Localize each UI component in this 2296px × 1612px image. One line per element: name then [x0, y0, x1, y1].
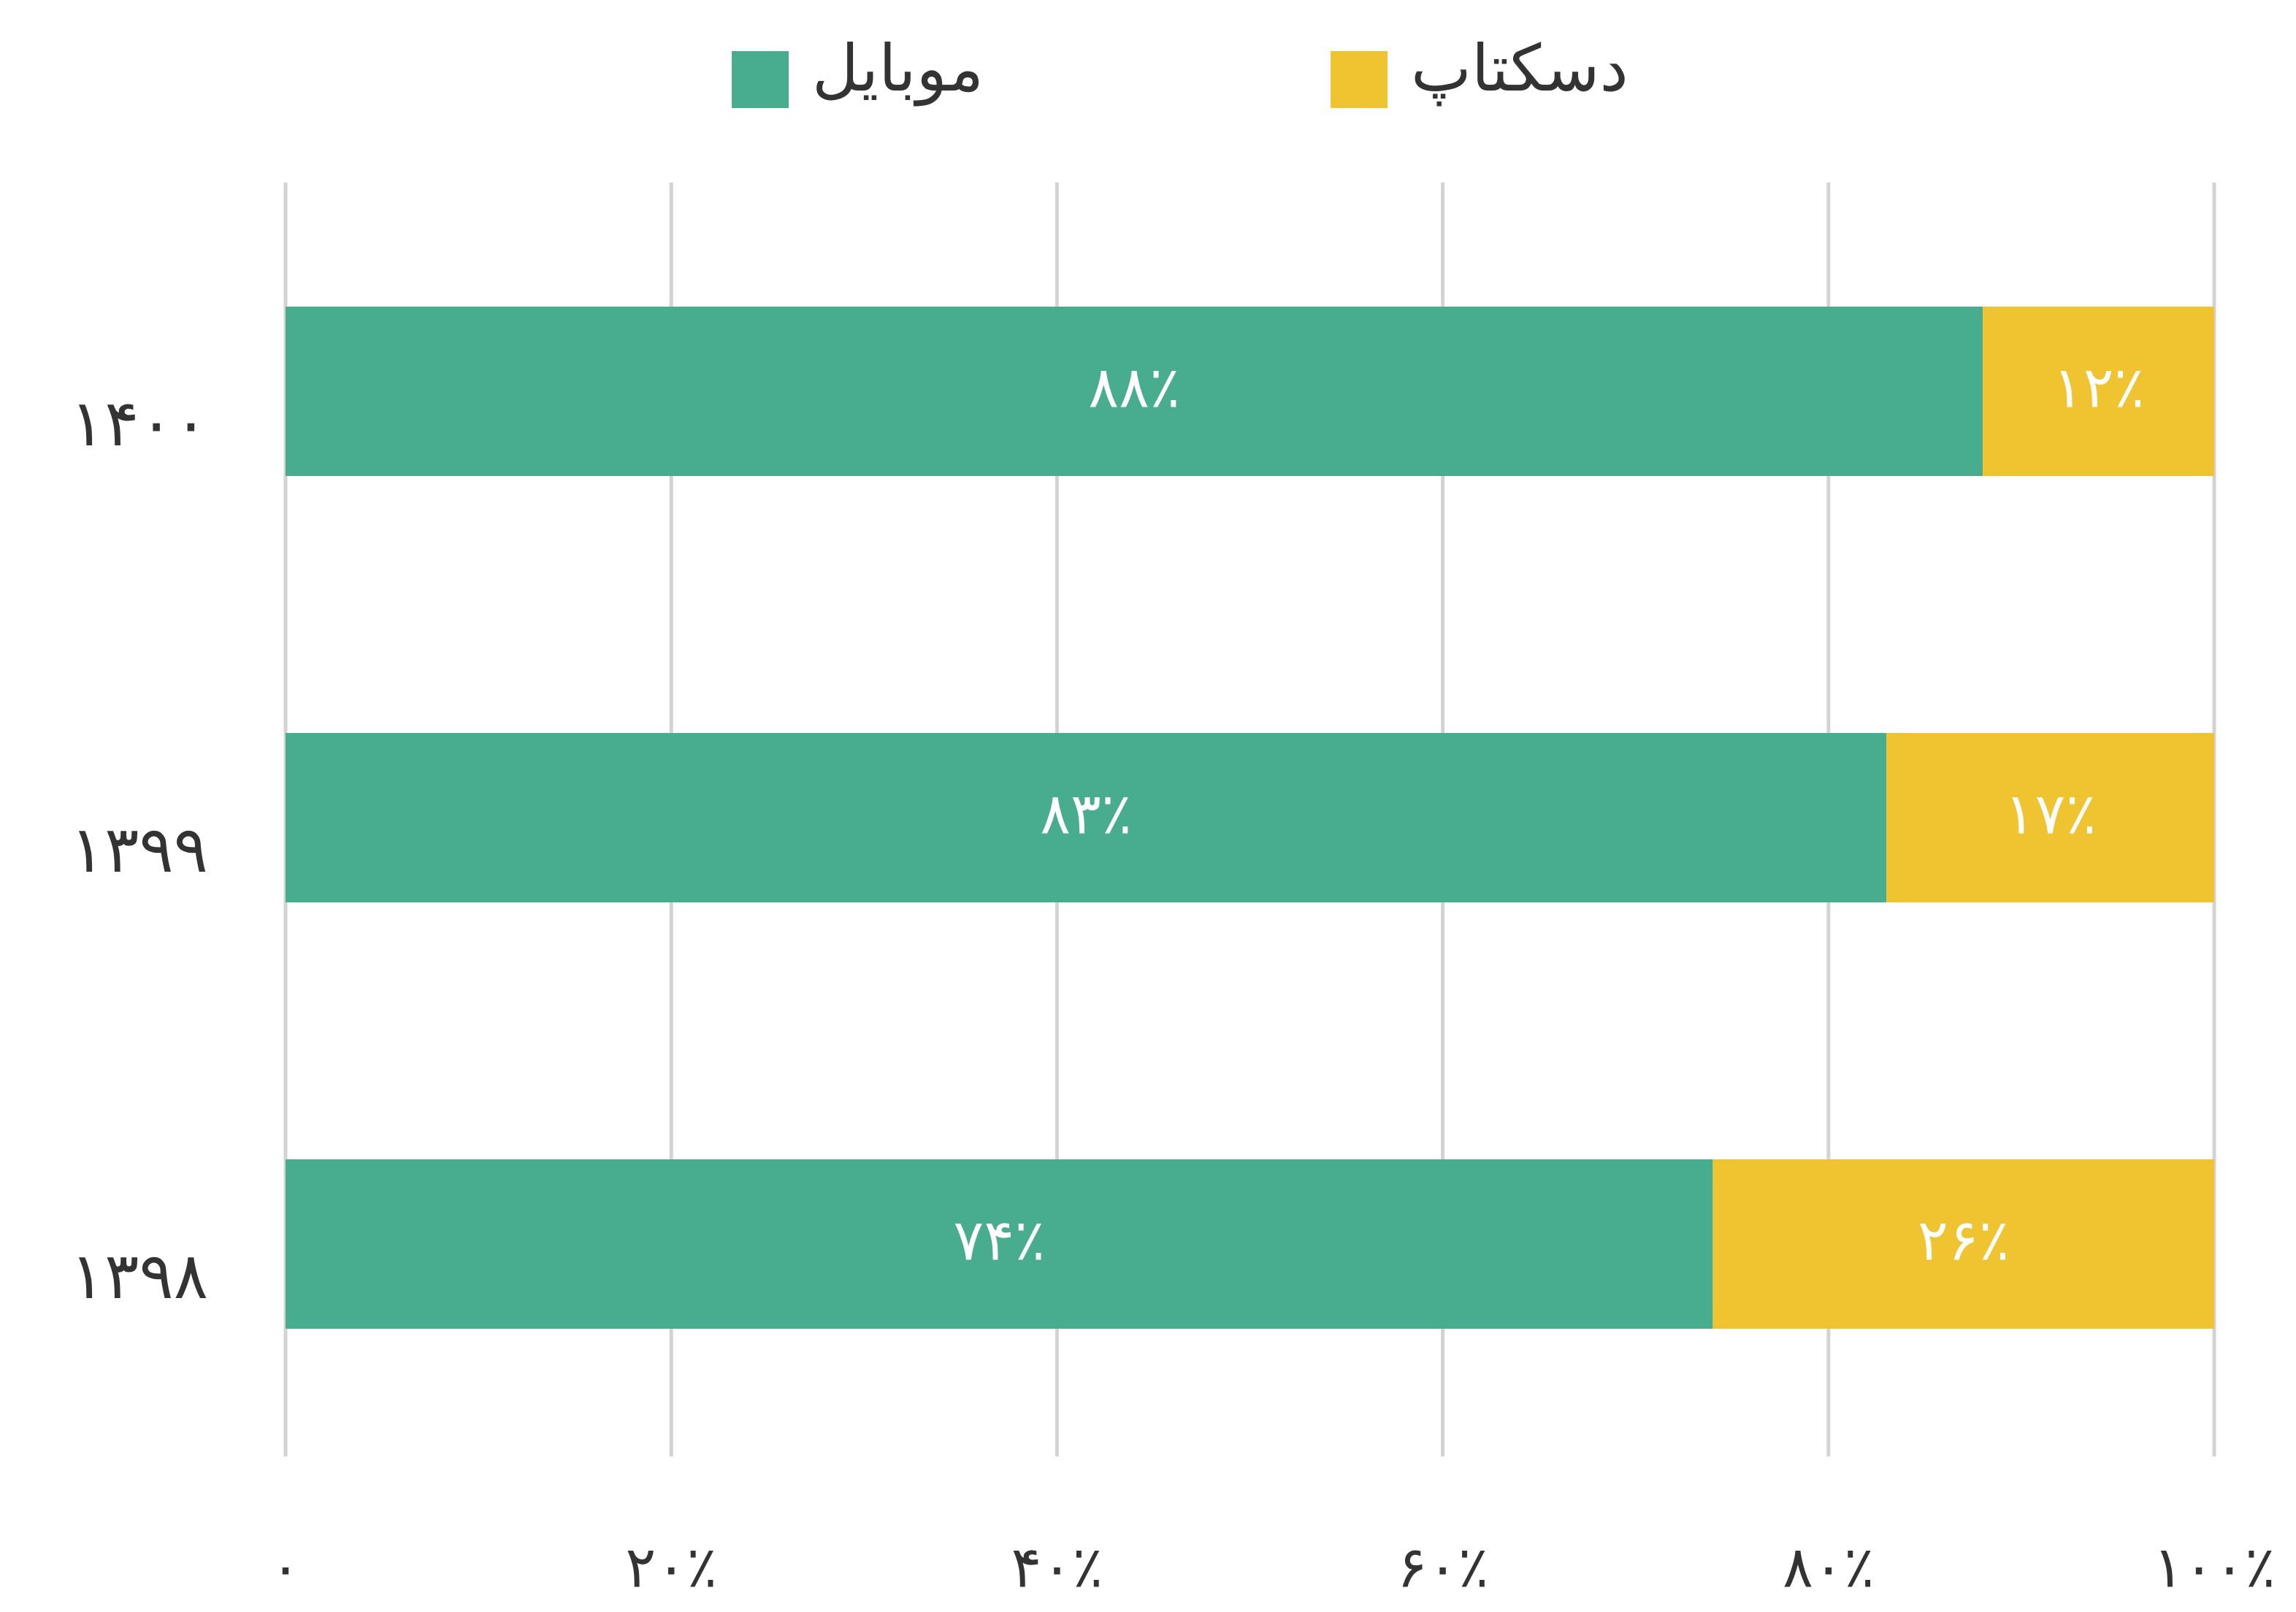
bar-segment	[1983, 307, 2214, 476]
y-tick-label: ۱۴۰۰	[70, 385, 208, 461]
value-label: ۸۸٪	[1088, 355, 1180, 421]
bar-segment	[1886, 733, 2214, 902]
legend-label: موبایل	[812, 31, 984, 107]
x-tick-label: ۱۰۰٪	[2153, 1535, 2276, 1600]
legend-label: دسکتاپ	[1411, 31, 1629, 106]
x-tick-label: ۸۰٪	[1783, 1535, 1875, 1600]
value-label: ۱۷٪	[2005, 781, 2097, 847]
value-label: ۱۲٪	[2053, 355, 2145, 421]
bar-segment	[1713, 1159, 2214, 1329]
value-label: ۷۴٪	[953, 1208, 1045, 1273]
value-label: ۸۳٪	[1040, 781, 1132, 847]
x-tick-label: ۰	[270, 1535, 301, 1600]
bar-segment	[286, 1159, 1713, 1329]
bar-segment	[286, 733, 1887, 902]
x-tick-label: ۲۰٪	[625, 1535, 717, 1600]
value-label: ۲۶٪	[1918, 1208, 2010, 1273]
legend-swatch	[732, 51, 789, 108]
legend-swatch	[1331, 51, 1388, 108]
x-tick-label: ۴۰٪	[1011, 1535, 1103, 1600]
y-tick-label: ۱۳۹۹	[70, 812, 208, 887]
bar-segment	[286, 307, 1983, 476]
x-tick-label: ۶۰٪	[1397, 1535, 1489, 1600]
y-tick-label: ۱۳۹۸	[70, 1238, 208, 1313]
